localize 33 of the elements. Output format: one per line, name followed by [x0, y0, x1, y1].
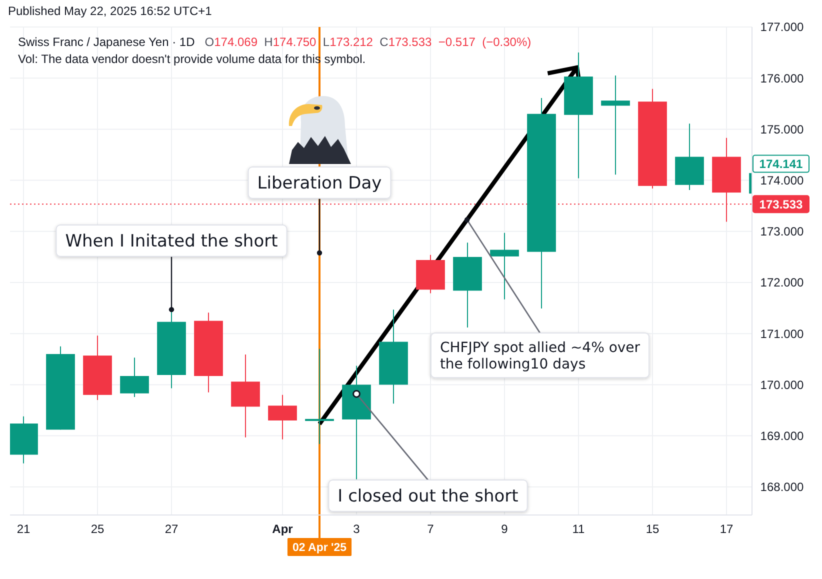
- y-tick-label: 176.000: [760, 71, 804, 86]
- x-tick-label: 11: [572, 522, 586, 536]
- x-tick-label: 15: [646, 522, 660, 536]
- y-tick-label: 171.000: [760, 326, 804, 341]
- candlestick: [601, 75, 630, 176]
- x-tick-label: 27: [164, 522, 178, 536]
- y-tick-label: 175.000: [760, 122, 804, 136]
- x-tick-label: 7: [427, 522, 434, 536]
- y-tick-label: 169.000: [760, 428, 804, 443]
- x-tick-label: 3: [353, 522, 360, 536]
- annotation: When I Initated the short: [65, 232, 278, 252]
- y-tick-label: 170.000: [760, 378, 804, 392]
- candlestick: [490, 232, 519, 300]
- y-tick-label: 177.000: [760, 20, 804, 34]
- x-tick-label: 02 Apr '25: [292, 542, 348, 554]
- text: Published May 22, 2025 16:52 UTC+1: [8, 4, 212, 18]
- candlestick: [305, 348, 334, 444]
- annotation: 174.141: [759, 157, 804, 171]
- y-tick-label: 174.000: [760, 174, 804, 188]
- y-tick-label: 173.000: [760, 224, 804, 239]
- x-tick-label: Apr: [272, 522, 294, 536]
- x-tick-label: 21: [16, 522, 30, 536]
- y-tick-label: 172.000: [760, 276, 804, 290]
- x-tick-label: 9: [501, 522, 508, 536]
- annotation: CHFJPY spot allied ~4% over the following10 days: [440, 340, 640, 373]
- annotation: I closed out the short: [338, 486, 519, 507]
- text: Swiss Franc / Japanese Yen · 1D: [18, 35, 196, 49]
- text: O174.069 H174.750 L173.212 C173.533 −0.517 (−0.30%): [204, 35, 532, 49]
- x-tick-label: 25: [90, 522, 104, 536]
- x-tick-label: 17: [720, 522, 734, 536]
- ref-line-label: 173.533: [759, 197, 804, 212]
- y-tick-label: 168.000: [760, 480, 804, 494]
- annotation: Liberation Day: [257, 174, 382, 194]
